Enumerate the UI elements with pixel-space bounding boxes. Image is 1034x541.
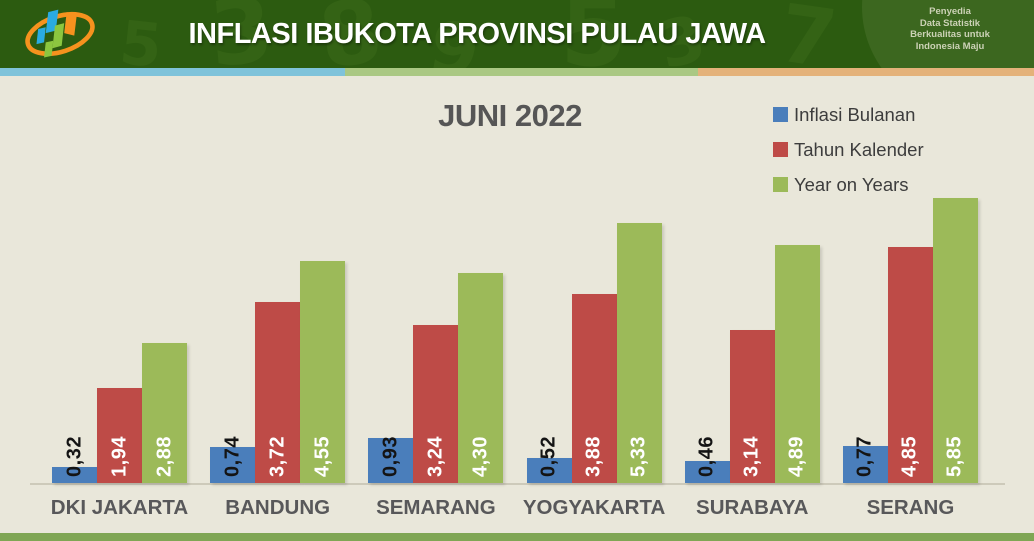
bar-cell: 3,72 [255,193,301,483]
bar-tahun-kalender-semarang [413,325,459,483]
bar-group-semarang: 0,93 3,24 4,30 SEMARANG [368,193,504,519]
value-label: 3,14 [740,436,763,477]
legend-swatch [773,107,788,122]
bar-group-bandung: 0,74 3,72 4,55 BANDUNG [210,193,346,519]
legend-item: Tahun Kalender [773,138,924,160]
value-label: 5,33 [627,436,650,477]
bar-cell: 4,85 [887,193,933,483]
header-accent-stripe [0,68,1034,76]
value-label: 0,74 [221,436,244,477]
legend: Inflasi Bulanan Tahun Kalender Year on Yea… [773,103,924,211]
value-label: 4,30 [469,436,492,477]
tagline-line: Berkualitas untuk [910,29,990,40]
bar-cell: 2,88 [142,193,187,483]
category-label-bandung: BANDUNG [225,496,331,519]
legend-swatch [773,177,788,192]
value-label: 0,32 [63,436,85,477]
bar-inflasi-bulanan-semarang [368,437,414,483]
category-label-serang: SERANG [866,496,955,519]
value-label: 0,52 [537,436,560,477]
category-label-yogyakarta: YOGYAKARTA [522,496,666,519]
bar-year-on-years-semarang [458,273,504,483]
bar-cell: 3,24 [413,193,459,483]
bar-cell: 0,77 [842,193,888,483]
bps-logo-icon [25,9,95,58]
bar-cell: 0,52 [526,193,572,483]
stripe-segment-tan [698,68,1034,76]
value-label: 0,46 [695,436,718,477]
bar-group-yogyakarta: 0,52 3,88 5,33 YOGYAKARTA [523,193,665,519]
legend-label: Year on Years [794,173,909,195]
value-label: 1,94 [108,436,130,477]
bar-cell: 0,93 [368,193,414,483]
value-label: 4,89 [785,436,808,477]
bar-cell: 4,89 [774,193,820,483]
value-label: 3,24 [424,436,447,477]
bar-cell: 0,46 [684,193,730,483]
bar-cell: 4,30 [458,193,504,483]
bar-inflasi-bulanan-yogyakarta [526,457,572,483]
bar-year-on-years-dki-jakarta [142,342,187,483]
tagline-line: Indonesia Maju [915,40,985,52]
legend-label: Tahun Kalender [794,138,924,160]
bar-inflasi-bulanan-dki-jakarta [52,467,97,483]
value-label: 4,55 [311,436,334,477]
stripe-segment-green [345,68,698,76]
bar-inflasi-bulanan-surabaya [684,460,730,483]
bar-cell: 3,88 [571,193,617,483]
footer-accent-strip [0,533,1034,541]
bar-group-dki-jakarta: 0,32 1,94 2,88 DKI JAKARTA [51,193,188,519]
category-label-dki-jakarta: DKI JAKARTA [50,496,189,519]
category-label-semarang: SEMARANG [376,496,496,519]
bar-inflasi-bulanan-serang [842,445,888,483]
chart-subtitle: JUNI 2022 [438,98,582,133]
bps-tagline: Penyedia Data Statistik Berkualitas untu… [876,6,1024,52]
bar-year-on-years-yogyakarta [616,223,662,483]
value-label: 4,85 [898,436,921,477]
bar-tahun-kalender-yogyakarta [571,293,617,483]
legend-item: Inflasi Bulanan [773,103,924,125]
bar-tahun-kalender-bandung [255,301,301,483]
bar-cell: 1,94 [97,193,142,483]
bar-cell: 5,33 [616,193,662,483]
value-label: 3,88 [582,436,605,477]
bar-tahun-kalender-serang [887,246,933,483]
tagline-line: Penyedia [929,6,971,17]
bar-cell: 0,32 [52,193,97,483]
header-corner-circle [862,0,1034,68]
legend-label: Inflasi Bulanan [794,103,916,125]
value-label: 5,85 [943,436,966,477]
bar-tahun-kalender-surabaya [729,330,775,483]
bar-plot-area: 0,32 1,94 2,88 DKI JAKARTA 0,74 3,72 4,55 BANDU… [51,193,978,519]
bar-cell: 0,74 [210,193,256,483]
bar-year-on-years-surabaya [774,244,820,483]
category-label-surabaya: SURABAYA [696,496,809,519]
page-title: INFLASI IBUKOTA PROVINSI PULAU JAWA [188,17,766,50]
tagline-line: Data Statistik [919,17,981,29]
bar-cell: 5,85 [932,193,978,483]
value-label: 2,88 [153,436,175,477]
bar-group-serang: 0,77 4,85 5,85 SERANG [842,193,978,519]
bar-cell: 4,55 [300,193,346,483]
bar-inflasi-bulanan-bandung [210,446,256,483]
value-label: 0,77 [853,436,876,477]
stripe-segment-blue [0,68,345,76]
bar-cell: 3,14 [729,193,775,483]
legend-item: Year on Years [773,173,924,195]
x-axis-line [30,483,1005,485]
bar-tahun-kalender-dki-jakarta [97,388,142,483]
value-label: 3,72 [266,436,289,477]
bar-year-on-years-bandung [300,261,346,483]
value-label: 0,93 [379,436,402,477]
bar-group-surabaya: 0,46 3,14 4,89 SURABAYA [684,193,820,519]
bar-year-on-years-serang [932,197,978,483]
legend-swatch [773,142,788,157]
